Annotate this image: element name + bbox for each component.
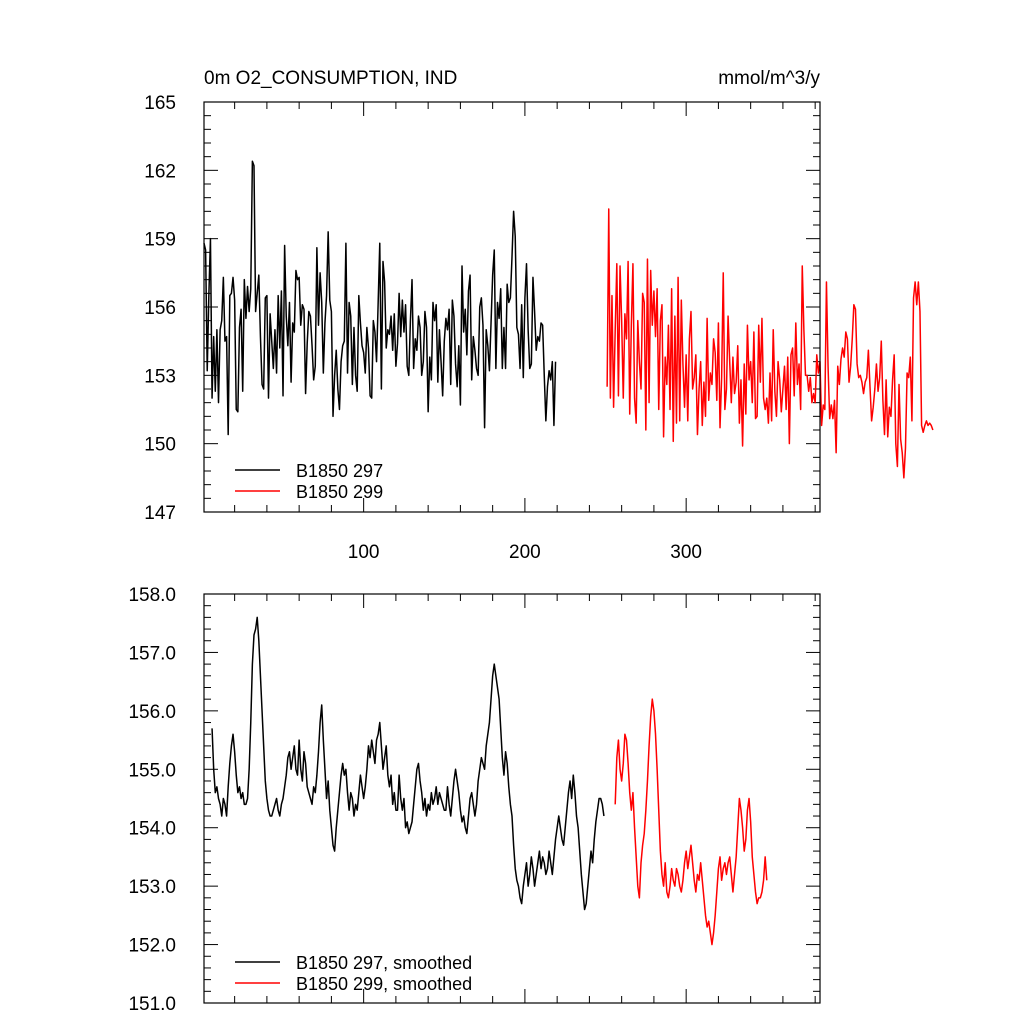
bottom-y-tick-label: 158.0 bbox=[128, 585, 176, 606]
bottom-axis-ticks: 151.0 152.0 153.0 154.0 155.0 156.0 157.0 158.0 bbox=[128, 585, 820, 1015]
bottom-legend: B1850 297, smoothed B1850 299, smoothed bbox=[235, 953, 472, 994]
top-y-tick-label: 150 bbox=[144, 435, 176, 456]
top-x-tick-label: 200 bbox=[509, 542, 541, 563]
top-title: 0m O2_CONSUMPTION, IND bbox=[204, 68, 457, 89]
bottom-legend-label-b1850-297: B1850 297, smoothed bbox=[296, 953, 472, 973]
top-x-tick-label: 300 bbox=[670, 542, 702, 563]
top-y-tick-label: 159 bbox=[144, 230, 176, 251]
bottom-panel: 151.0 152.0 153.0 154.0 155.0 156.0 157.0 158.0… bbox=[128, 585, 821, 1015]
top-legend: B1850 297 B1850 299 bbox=[235, 461, 383, 502]
top-y-tick-label: 156 bbox=[144, 298, 176, 319]
top-y-tick-label: 165 bbox=[144, 93, 176, 114]
top-y-tick-label: 147 bbox=[144, 503, 176, 524]
top-y-tick-label: 162 bbox=[144, 161, 176, 182]
top-series-group bbox=[203, 160, 934, 479]
top-x-tick-label: 100 bbox=[348, 542, 380, 563]
top-y-tick-label: 153 bbox=[144, 366, 176, 387]
top-units: mmol/m^3/y bbox=[718, 68, 820, 89]
top-plot-frame bbox=[203, 101, 821, 513]
top-series-b1850-299 bbox=[606, 208, 934, 479]
top-legend-label-b1850-297: B1850 297 bbox=[296, 461, 383, 481]
bottom-series-b1850-297-smoothed bbox=[211, 616, 605, 911]
top-panel: 0m O2_CONSUMPTION, IND mmol/m^3/y 147 150… bbox=[144, 68, 934, 563]
bottom-y-tick-label: 152.0 bbox=[128, 936, 176, 957]
top-legend-label-b1850-299: B1850 299 bbox=[296, 482, 383, 502]
bottom-plot-frame bbox=[203, 593, 821, 1004]
bottom-series-b1850-299-smoothed bbox=[614, 698, 768, 946]
bottom-series-group bbox=[211, 616, 768, 946]
bottom-legend-label-b1850-299: B1850 299, smoothed bbox=[296, 974, 472, 994]
bottom-y-tick-label: 156.0 bbox=[128, 702, 176, 723]
top-series-b1850-297 bbox=[203, 160, 557, 436]
bottom-y-tick-label: 155.0 bbox=[128, 760, 176, 781]
bottom-y-tick-label: 151.0 bbox=[128, 994, 176, 1015]
bottom-y-tick-label: 153.0 bbox=[128, 877, 176, 898]
bottom-y-tick-label: 154.0 bbox=[128, 819, 176, 840]
bottom-y-tick-label: 157.0 bbox=[128, 643, 176, 664]
